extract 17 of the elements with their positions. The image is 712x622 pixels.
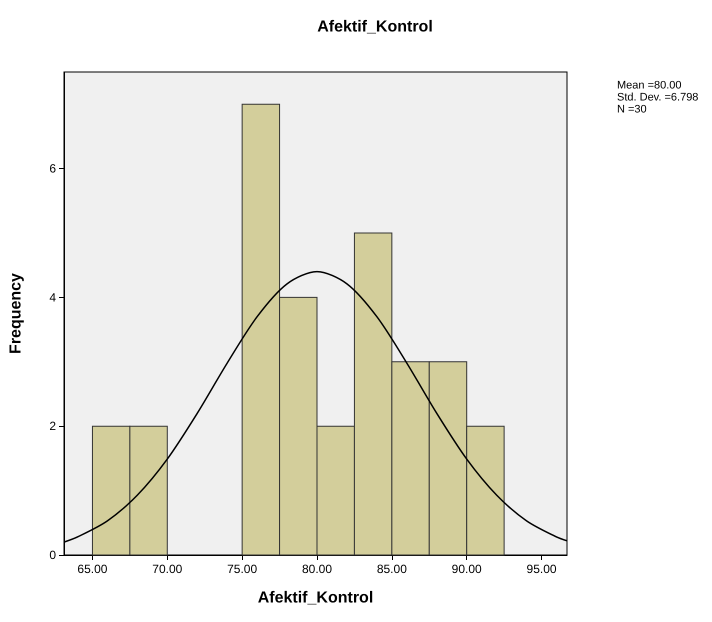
x-axis-title: Afektif_Kontrol (258, 590, 374, 606)
text: Mean =80.00 (616, 80, 682, 92)
x-tick-label: 95.00 (526, 562, 557, 576)
y-axis-title: Frequency (8, 272, 24, 354)
y-tick-label: 6 (49, 162, 56, 176)
x-tick-label: 80.00 (302, 562, 332, 576)
y-tick-label: 2 (49, 419, 56, 434)
chart-title: Afektif_Kontrol (317, 18, 433, 36)
y-tick-label: 4 (49, 290, 56, 304)
x-tick-label: 65.00 (77, 562, 108, 576)
text: N =30 (616, 104, 647, 116)
x-tick-label: 85.00 (376, 562, 408, 576)
text: Std. Dev. =6.798 (616, 92, 698, 104)
x-tick-label: 90.00 (452, 562, 482, 576)
x-tick-label: 70.00 (152, 562, 183, 576)
x-tick-label: 75.00 (227, 562, 258, 576)
y-tick-label: 0 (49, 548, 56, 562)
